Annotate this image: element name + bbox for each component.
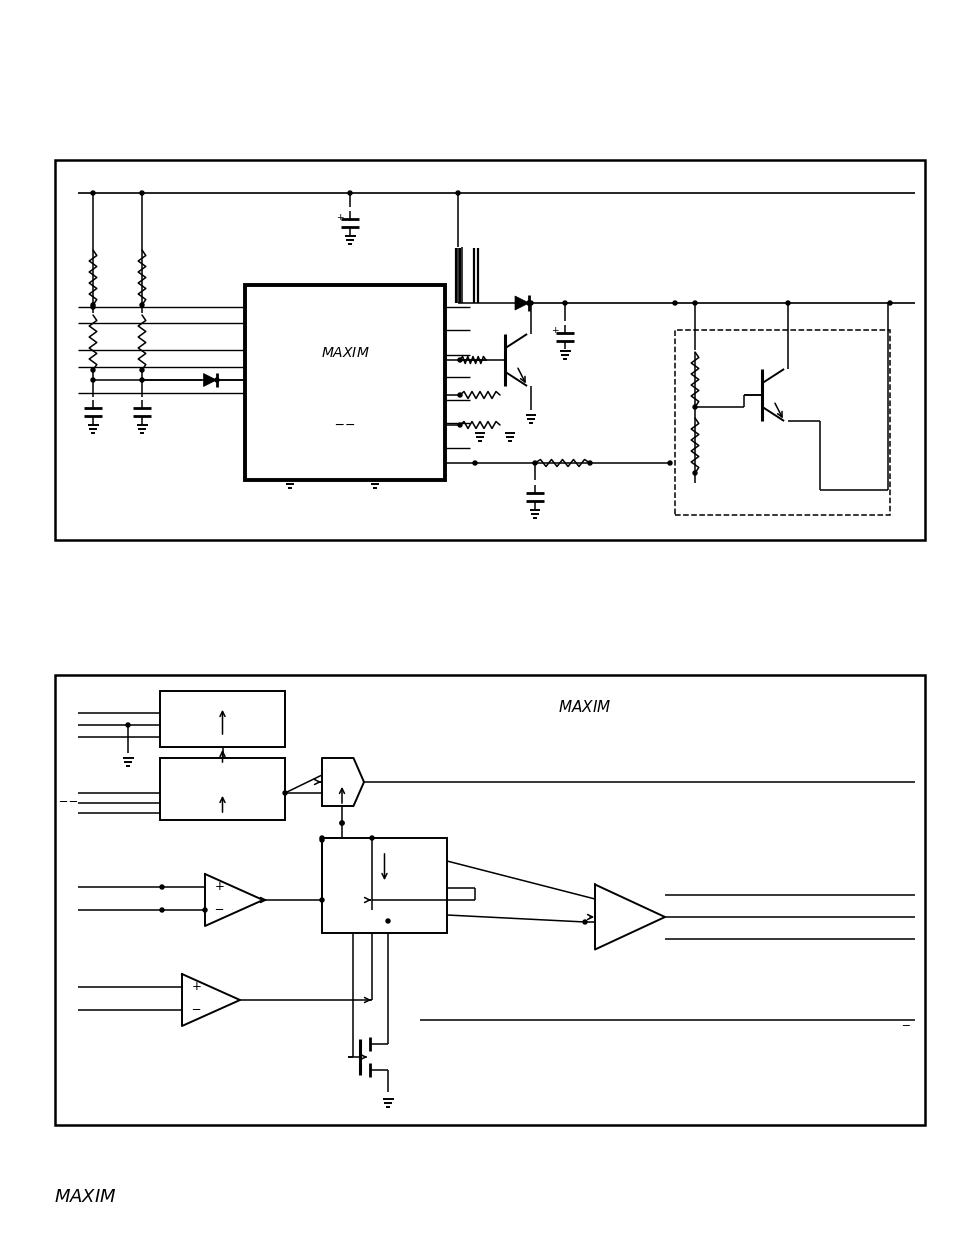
- Circle shape: [457, 393, 461, 396]
- Bar: [55, 161, 924, 540]
- Circle shape: [140, 378, 144, 382]
- Circle shape: [140, 303, 144, 308]
- Circle shape: [91, 378, 95, 382]
- Text: ─: ─: [214, 904, 222, 916]
- Circle shape: [562, 301, 566, 305]
- Text: ─ ─: ─ ─: [335, 419, 355, 432]
- Circle shape: [526, 301, 531, 305]
- Polygon shape: [322, 758, 364, 806]
- Circle shape: [160, 885, 164, 889]
- Circle shape: [91, 303, 95, 308]
- Text: $\mathit{MAXIM}$: $\mathit{MAXIM}$: [320, 346, 369, 361]
- Circle shape: [887, 301, 891, 305]
- Circle shape: [456, 191, 459, 195]
- Text: +: +: [214, 881, 225, 893]
- Text: $\mathit{MAXIM}$: $\mathit{MAXIM}$: [558, 699, 611, 715]
- Circle shape: [526, 301, 531, 305]
- Circle shape: [785, 301, 789, 305]
- Circle shape: [339, 821, 344, 825]
- Text: ─: ─: [901, 1020, 907, 1030]
- Circle shape: [667, 461, 671, 466]
- Circle shape: [582, 920, 586, 924]
- Circle shape: [339, 821, 344, 825]
- Circle shape: [457, 424, 461, 427]
- Circle shape: [160, 908, 164, 911]
- Text: ─ ─: ─ ─: [59, 797, 77, 809]
- Bar: [160, 758, 285, 820]
- Circle shape: [529, 301, 533, 305]
- Circle shape: [370, 836, 374, 840]
- Circle shape: [319, 836, 324, 840]
- Circle shape: [140, 368, 144, 372]
- Circle shape: [140, 191, 144, 195]
- Circle shape: [672, 301, 677, 305]
- Circle shape: [692, 471, 697, 475]
- Circle shape: [126, 722, 130, 727]
- Circle shape: [587, 461, 592, 466]
- Bar: [675, 330, 889, 515]
- Bar: [55, 676, 924, 1125]
- Text: +: +: [551, 326, 558, 336]
- Text: +: +: [335, 212, 343, 221]
- Circle shape: [386, 919, 390, 923]
- Circle shape: [91, 305, 95, 309]
- Bar: [160, 692, 285, 747]
- Bar: [245, 285, 444, 480]
- Bar: [322, 839, 447, 932]
- Circle shape: [692, 301, 697, 305]
- Circle shape: [91, 191, 95, 195]
- Polygon shape: [515, 296, 529, 310]
- Circle shape: [348, 191, 352, 195]
- Polygon shape: [203, 373, 216, 387]
- Circle shape: [533, 461, 537, 466]
- Circle shape: [203, 908, 207, 911]
- Circle shape: [457, 358, 461, 362]
- Circle shape: [214, 378, 219, 382]
- Circle shape: [91, 368, 95, 372]
- Circle shape: [473, 461, 476, 466]
- Text: $\mathit{MAXIM}$: $\mathit{MAXIM}$: [53, 1188, 116, 1207]
- Circle shape: [319, 839, 324, 842]
- Text: +: +: [192, 981, 202, 993]
- Circle shape: [283, 790, 287, 795]
- Text: ─: ─: [192, 1004, 199, 1016]
- Circle shape: [692, 405, 697, 409]
- Circle shape: [319, 898, 324, 902]
